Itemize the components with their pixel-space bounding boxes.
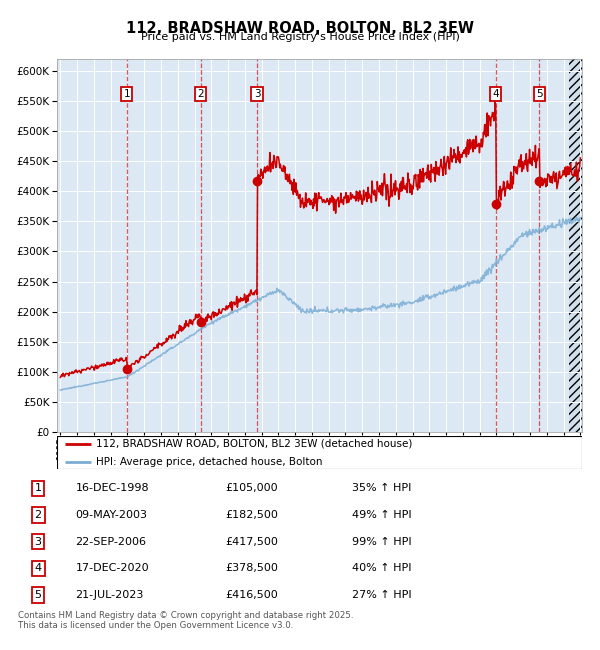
Text: 2: 2 xyxy=(197,89,204,99)
Text: 3: 3 xyxy=(254,89,260,99)
Text: 27% ↑ HPI: 27% ↑ HPI xyxy=(352,590,412,600)
Text: £378,500: £378,500 xyxy=(226,564,278,573)
Text: 40% ↑ HPI: 40% ↑ HPI xyxy=(352,564,412,573)
Text: 16-DEC-1998: 16-DEC-1998 xyxy=(76,484,149,493)
Text: £416,500: £416,500 xyxy=(226,590,278,600)
Text: 17-DEC-2020: 17-DEC-2020 xyxy=(76,564,149,573)
Text: 99% ↑ HPI: 99% ↑ HPI xyxy=(352,537,412,547)
Text: 21-JUL-2023: 21-JUL-2023 xyxy=(76,590,144,600)
Text: 09-MAY-2003: 09-MAY-2003 xyxy=(76,510,148,520)
Text: 112, BRADSHAW ROAD, BOLTON, BL2 3EW: 112, BRADSHAW ROAD, BOLTON, BL2 3EW xyxy=(126,21,474,36)
Text: Contains HM Land Registry data © Crown copyright and database right 2025.
This d: Contains HM Land Registry data © Crown c… xyxy=(18,611,353,630)
Text: £105,000: £105,000 xyxy=(226,484,278,493)
Bar xyxy=(569,58,589,432)
Text: 1: 1 xyxy=(35,484,41,493)
Text: HPI: Average price, detached house, Bolton: HPI: Average price, detached house, Bolt… xyxy=(97,457,323,467)
Text: 4: 4 xyxy=(35,564,42,573)
Text: 35% ↑ HPI: 35% ↑ HPI xyxy=(352,484,412,493)
Text: £182,500: £182,500 xyxy=(226,510,278,520)
Text: 1: 1 xyxy=(124,89,130,99)
Text: 3: 3 xyxy=(35,537,41,547)
Text: 5: 5 xyxy=(35,590,41,600)
FancyBboxPatch shape xyxy=(57,436,582,469)
Text: £417,500: £417,500 xyxy=(226,537,278,547)
Text: 2: 2 xyxy=(35,510,42,520)
Text: 112, BRADSHAW ROAD, BOLTON, BL2 3EW (detached house): 112, BRADSHAW ROAD, BOLTON, BL2 3EW (det… xyxy=(97,439,413,449)
Text: 5: 5 xyxy=(536,89,542,99)
Text: 4: 4 xyxy=(493,89,499,99)
Text: 22-SEP-2006: 22-SEP-2006 xyxy=(76,537,146,547)
Text: Price paid vs. HM Land Registry's House Price Index (HPI): Price paid vs. HM Land Registry's House … xyxy=(140,32,460,42)
Text: 49% ↑ HPI: 49% ↑ HPI xyxy=(352,510,412,520)
